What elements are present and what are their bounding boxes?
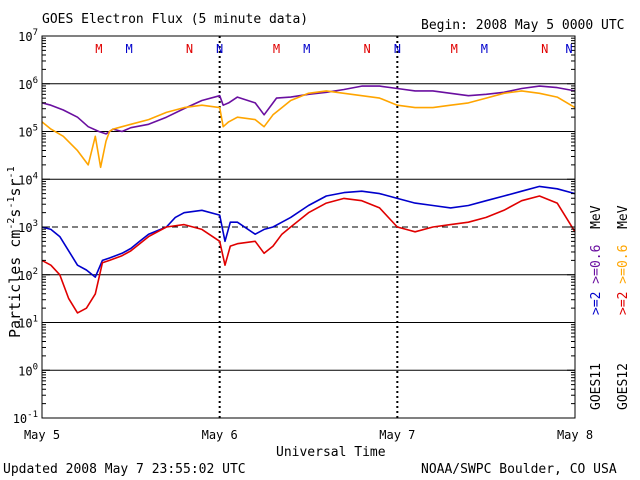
y-tick-label: 103 — [18, 219, 38, 235]
time-marker: N — [364, 42, 371, 56]
y-tick-labels: 107 106 105 104 103 102 101 100 10-1 — [13, 28, 38, 426]
x-tick-label: May 7 — [379, 428, 415, 442]
x-tick-label: May 5 — [24, 428, 60, 442]
legend-goes12: GOES12 — [616, 363, 631, 410]
time-marker: N — [541, 42, 548, 56]
x-tick-labels: May 5 May 6 May 7 May 8 — [24, 428, 593, 442]
time-marker: M — [95, 42, 102, 56]
y-tick-marks — [42, 37, 575, 419]
series-g12_2 — [41, 195, 576, 314]
credit-label: NOAA/SWPC Boulder, CO USA — [421, 462, 617, 477]
gridlines — [42, 83, 575, 371]
series-g12_06 — [41, 90, 576, 169]
time-marker: M — [273, 42, 280, 56]
x-tick-label: May 6 — [202, 428, 238, 442]
time-marker: M — [303, 42, 310, 56]
y-tick-label: 107 — [18, 28, 38, 44]
y-tick-label: 106 — [18, 76, 38, 92]
time-marker: N — [565, 42, 572, 56]
x-axis-label: Universal Time — [276, 445, 386, 460]
y-tick-label: 100 — [18, 362, 38, 378]
time-marker: N — [186, 42, 193, 56]
legend-line-goes11: >=2 >=0.6 MeV — [589, 205, 604, 315]
y-tick-label: 105 — [18, 124, 38, 140]
y-tick-label: 104 — [18, 171, 38, 187]
chart-title: GOES Electron Flux (5 minute data) — [42, 12, 308, 27]
time-marker: N — [216, 42, 223, 56]
time-marker: M — [451, 42, 458, 56]
time-marker: M — [125, 42, 132, 56]
series-layer — [41, 85, 576, 314]
time-marker: N — [394, 42, 401, 56]
begin-label: Begin: 2008 May 5 0000 UTC — [421, 18, 625, 33]
time-marker: M — [481, 42, 488, 56]
x-tick-label: May 8 — [557, 428, 593, 442]
y-axis-label: Particles cm-2s-1sr-1 — [6, 166, 24, 338]
y-tick-label: 101 — [18, 315, 38, 331]
legend-goes11: GOES11 — [589, 363, 604, 410]
y-tick-label: 10-1 — [13, 410, 38, 426]
updated-label: Updated 2008 May 7 23:55:02 UTC — [3, 462, 246, 477]
legend-line-goes12: >=2 >=0.6 MeV — [616, 205, 631, 315]
y-tick-label: 102 — [18, 267, 38, 283]
series-g11_2 — [41, 185, 576, 278]
